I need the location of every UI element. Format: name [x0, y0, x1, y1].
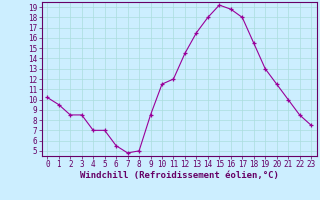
X-axis label: Windchill (Refroidissement éolien,°C): Windchill (Refroidissement éolien,°C): [80, 171, 279, 180]
